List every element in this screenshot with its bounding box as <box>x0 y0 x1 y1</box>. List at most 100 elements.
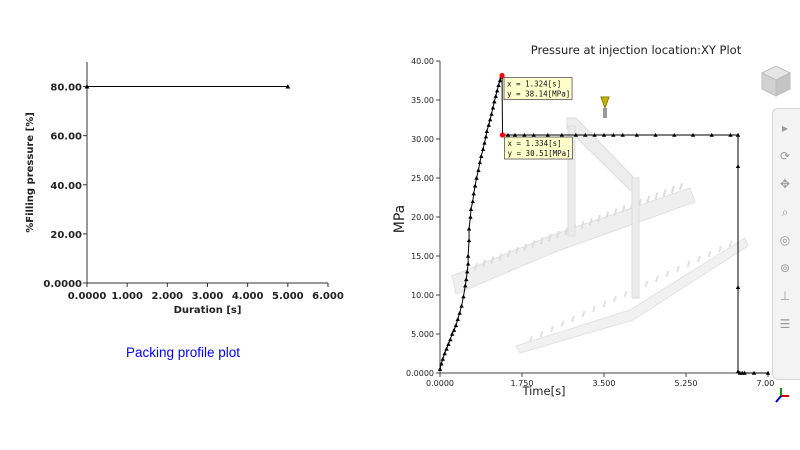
data-point <box>479 153 484 158</box>
data-point <box>464 269 470 274</box>
runner-rib <box>718 245 722 253</box>
y-tick-label: 10.00 <box>411 291 434 300</box>
data-point <box>459 303 464 308</box>
data-point <box>451 327 457 332</box>
chart-title: Pressure at injection location:XY Plot <box>531 43 742 57</box>
part-model-3d <box>451 117 749 354</box>
runner-rib <box>662 189 667 197</box>
annotation-box <box>504 136 573 160</box>
runner-rib <box>613 295 617 303</box>
runner-rib <box>686 260 691 268</box>
injection-cone-icon <box>600 96 610 110</box>
zoom-icon[interactable]: ⌕ <box>781 205 789 219</box>
runner-rib <box>531 240 536 248</box>
runner-rib <box>670 185 675 194</box>
data-point <box>476 168 481 172</box>
runner-rib <box>623 290 628 298</box>
y-tick-label: 5.000 <box>411 330 434 339</box>
data-point <box>634 132 639 137</box>
data-point <box>489 111 494 116</box>
data-point <box>601 132 607 137</box>
x-axis-label: Time[s] <box>521 384 565 398</box>
y-tick-label: 60.00 <box>50 132 82 143</box>
runner-rib <box>602 300 607 308</box>
data-point <box>439 361 444 366</box>
runner-rib <box>581 310 586 318</box>
data-point <box>512 132 518 137</box>
x-tick-label: 4.000 <box>232 291 264 302</box>
data-point <box>493 93 498 98</box>
runner-rib <box>560 320 565 328</box>
runner-rib <box>498 253 503 261</box>
data-point <box>468 214 473 219</box>
data-point <box>437 366 443 371</box>
runner-rib <box>523 243 528 252</box>
data-point <box>490 105 496 110</box>
data-point <box>735 132 741 137</box>
sprue-drop-left <box>567 125 576 237</box>
data-point <box>559 132 565 137</box>
highlight-point <box>499 132 506 138</box>
runner-rib <box>655 275 659 283</box>
data-point <box>468 207 474 211</box>
data-point <box>484 129 490 133</box>
x-tick-label: 7.000 <box>757 379 775 388</box>
data-point <box>690 132 696 137</box>
data-point <box>480 146 486 151</box>
data-point <box>765 370 771 375</box>
annotation-text: y = 38.14[MPa] <box>507 90 570 99</box>
runner-rib <box>539 237 544 245</box>
runner-rib <box>571 315 575 323</box>
runner-rib <box>556 230 560 239</box>
annotation-text: x = 1.324[s] <box>507 80 561 89</box>
pointer-icon[interactable]: ▸ <box>781 121 789 135</box>
data-point <box>573 132 579 137</box>
list-icon[interactable]: ☰ <box>779 317 791 331</box>
x-tick-label: 3.500 <box>593 379 616 388</box>
y-tick-label: 40.00 <box>50 181 82 192</box>
runner-rib <box>550 325 554 333</box>
view-cube-icon[interactable] <box>758 62 794 100</box>
data-point <box>477 160 483 165</box>
pan-icon[interactable]: ✥ <box>779 177 791 191</box>
data-point <box>496 82 501 87</box>
data-point <box>487 117 493 122</box>
layers-icon[interactable]: ⊥ <box>779 289 791 303</box>
data-point <box>728 132 733 137</box>
y-tick-label: 25.00 <box>411 174 434 183</box>
runner-rib <box>676 265 680 273</box>
annotation-box <box>503 77 573 100</box>
sprue-drop-right <box>631 177 640 299</box>
y-tick-label: 30.00 <box>411 135 434 144</box>
data-point <box>466 226 472 231</box>
data-point <box>442 351 447 356</box>
data-point <box>497 78 503 83</box>
data-point <box>672 132 677 137</box>
data-point <box>84 84 90 89</box>
y-tick-label: 40.00 <box>411 57 434 66</box>
x-tick-label: 1.000 <box>111 291 143 302</box>
axis-triad-icon <box>775 388 789 403</box>
data-point <box>735 164 741 169</box>
y-axis-label: MPa <box>392 205 408 233</box>
x-tick-label: 0.0000 <box>426 379 454 388</box>
runner-rib <box>515 246 519 255</box>
runner-rib <box>605 211 610 220</box>
data-point <box>620 132 625 137</box>
runner-rib <box>506 249 511 258</box>
data-point <box>482 140 487 145</box>
x-tick-label: 5.000 <box>272 291 304 302</box>
x-tick-label: 0.0000 <box>68 291 107 302</box>
runner-rib <box>547 233 552 242</box>
data-point <box>463 283 468 288</box>
fit-icon[interactable]: ◎ <box>779 233 791 247</box>
runner-rib <box>597 214 601 223</box>
data-point <box>466 238 472 243</box>
measure-icon[interactable]: ⊚ <box>779 261 791 275</box>
x-tick-label: 5.250 <box>675 379 698 388</box>
data-point <box>440 356 446 361</box>
y-tick-label: 35.00 <box>411 96 434 105</box>
y-axis-label: %Filling pressure [%] <box>25 112 36 233</box>
data-point <box>494 88 500 93</box>
rotate-icon[interactable]: ⟳ <box>779 149 791 163</box>
